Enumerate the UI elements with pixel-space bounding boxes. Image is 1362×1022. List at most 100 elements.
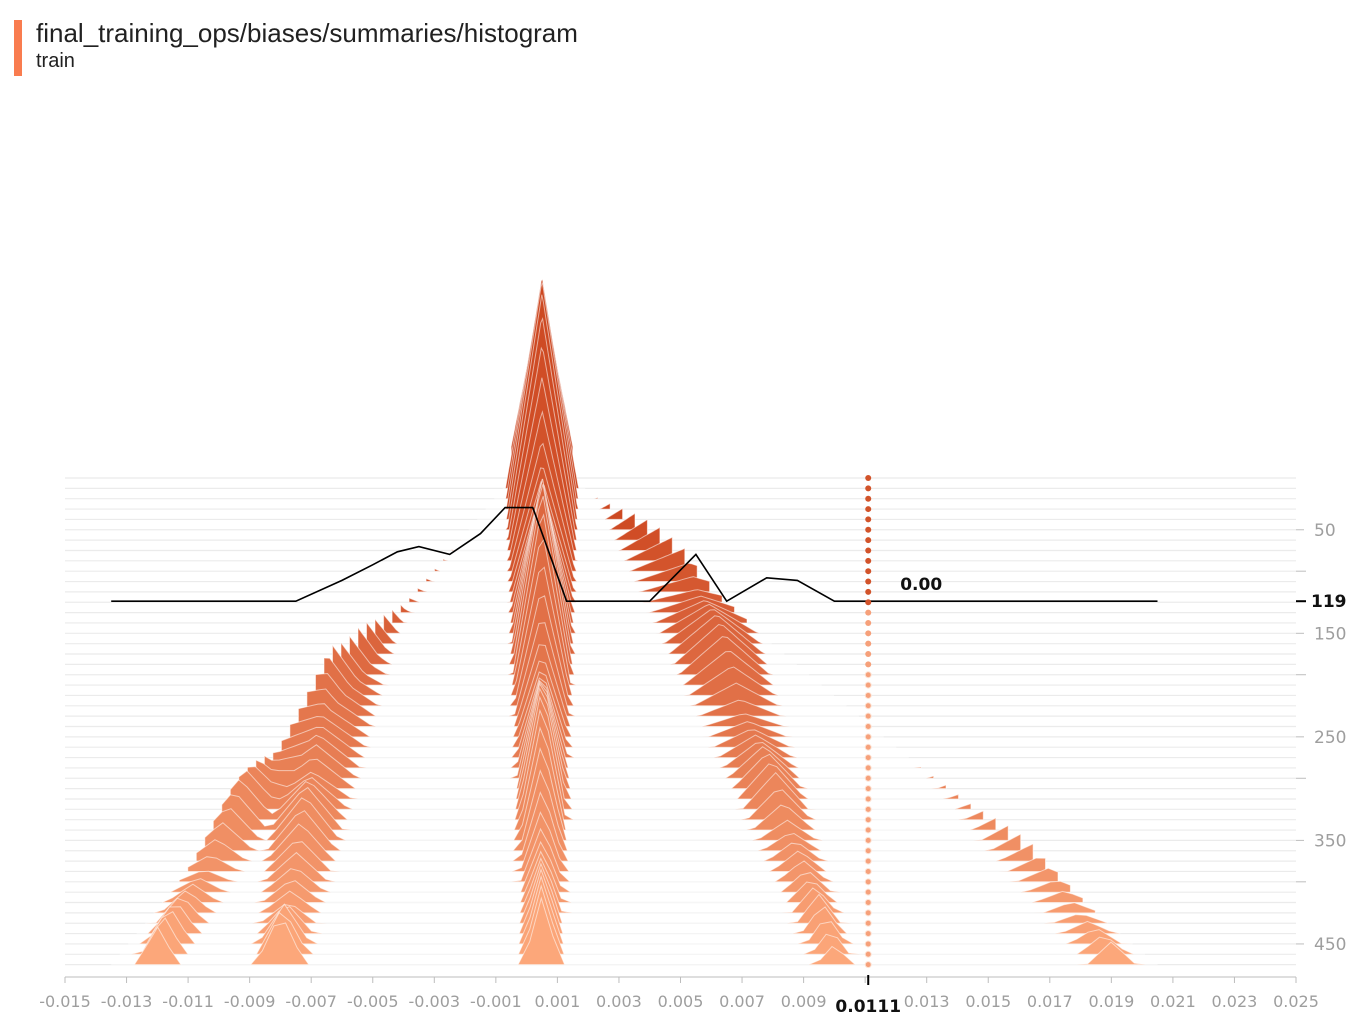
hover-dot: [864, 723, 872, 730]
histogram-ridge: [306, 644, 872, 727]
hover-dot: [864, 878, 872, 886]
hover-dot: [864, 847, 872, 855]
x-tick-label: 0.003: [596, 992, 642, 1011]
hover-dot: [864, 691, 872, 699]
x-tick-label: 0.007: [719, 992, 765, 1011]
hover-count-label: 0.00: [900, 575, 942, 595]
histogram-ridge: [366, 484, 785, 655]
x-tick-label: 0.005: [658, 992, 704, 1011]
hover-dot: [865, 599, 872, 606]
histogram-ridge: [289, 671, 897, 748]
histogram-ridge: [357, 496, 797, 665]
y-tick-label: 450: [1314, 935, 1346, 955]
hover-dot: [864, 712, 872, 720]
histogram-ridge: [297, 660, 884, 738]
histogram-ridge: [178, 827, 1059, 883]
x-tick-label: -0.015: [39, 992, 91, 1011]
histogram-ridge: [246, 686, 959, 800]
histogram-ridge: [145, 862, 1109, 924]
hover-dot: [865, 495, 872, 502]
hover-dot: [864, 681, 872, 689]
histogram-ridge: [323, 595, 847, 707]
run-label: train: [36, 50, 75, 72]
hover-dot: [864, 950, 872, 958]
histogram-ridge: [332, 566, 834, 696]
x-tick-label: -0.003: [409, 992, 461, 1011]
x-tick-label: 0.025: [1273, 992, 1319, 1011]
hover-dot: [864, 909, 872, 917]
hover-dot: [864, 899, 872, 907]
hover-dot: [864, 702, 872, 710]
hover-dot: [864, 805, 872, 813]
histogram-ridge: [349, 513, 810, 676]
hover-dot: [865, 609, 872, 616]
hover-dot: [865, 516, 872, 523]
hover-dot: [865, 630, 872, 637]
hover-dot: [864, 930, 872, 938]
y-tick-label: 250: [1314, 728, 1346, 748]
x-tick-label: -0.013: [101, 992, 153, 1011]
x-tick-label: 0.017: [1027, 992, 1073, 1011]
hover-x-label: 0.0111: [835, 997, 901, 1017]
x-tick-label: 0.023: [1212, 992, 1258, 1011]
hover-histogram-line: [111, 506, 1158, 603]
hover-dot: [864, 940, 872, 948]
hover-dot: [864, 733, 872, 741]
histogram-ridges: [111, 278, 1158, 966]
hover-dot: [865, 619, 872, 626]
hover-dot: [864, 795, 872, 803]
histogram-ridge: [340, 538, 822, 686]
x-tick-label: 0.009: [781, 992, 827, 1011]
y-axis: 50 150 250 350 450 119: [1296, 521, 1347, 955]
histogram-ridge: [170, 840, 1071, 893]
hover-dot: [864, 774, 872, 782]
chart-title: final_training_ops/biases/summaries/hist…: [36, 18, 578, 48]
hover-dot: [864, 919, 872, 927]
hover-dot: [864, 816, 872, 824]
x-tick-label: 0.015: [965, 992, 1011, 1011]
histogram-ridge: [128, 874, 1133, 945]
hover-dot: [865, 526, 872, 533]
histogram-ridge: [119, 884, 1146, 955]
x-tick-label: 0.019: [1088, 992, 1134, 1011]
x-tick-label: -0.001: [470, 992, 522, 1011]
hover-dot: [865, 475, 872, 481]
hover-layer: 0.00: [111, 475, 1158, 969]
histogram-ridge: [195, 791, 1034, 862]
histogram-ridge: [272, 679, 922, 769]
histogram-ridge: [153, 857, 1096, 914]
hover-dot: [865, 640, 872, 647]
x-tick-label: 0.021: [1150, 992, 1196, 1011]
x-tick-label: -0.005: [347, 992, 399, 1011]
hover-dot: [865, 578, 872, 585]
histogram-ridge: [111, 896, 1158, 966]
hover-step-label: 119: [1311, 592, 1347, 612]
run-color-swatch: [14, 20, 22, 76]
histogram-ridge: [136, 867, 1121, 935]
x-tick-label: 0.001: [534, 992, 580, 1011]
hover-dot: [864, 867, 872, 875]
hover-dot: [864, 754, 872, 762]
histogram-ridge: [400, 485, 735, 614]
x-tick-label: -0.009: [224, 992, 276, 1011]
y-tick-label: 50: [1314, 521, 1336, 541]
hover-dot: [865, 588, 872, 595]
x-tick-label: -0.007: [285, 992, 337, 1011]
histogram-ridge: [263, 680, 935, 779]
histogram-ridge: [187, 811, 1046, 872]
hover-dot: [864, 785, 872, 793]
hover-dot: [864, 836, 872, 844]
histogram-ridge: [255, 682, 947, 790]
hover-dot: [864, 826, 872, 834]
hover-dot: [864, 857, 872, 865]
hover-dot: [864, 888, 872, 896]
x-tick-label: -0.011: [162, 992, 214, 1011]
hover-dot: [865, 557, 872, 564]
y-tick-label: 150: [1314, 624, 1346, 644]
x-axis: -0.015 -0.013 -0.011 -0.009 -0.007 -0.005 -0.0…: [39, 975, 1319, 1017]
hover-dot: [865, 661, 872, 668]
hover-dot: [864, 961, 872, 969]
hover-dot: [865, 651, 872, 658]
hover-dot: [865, 485, 872, 492]
